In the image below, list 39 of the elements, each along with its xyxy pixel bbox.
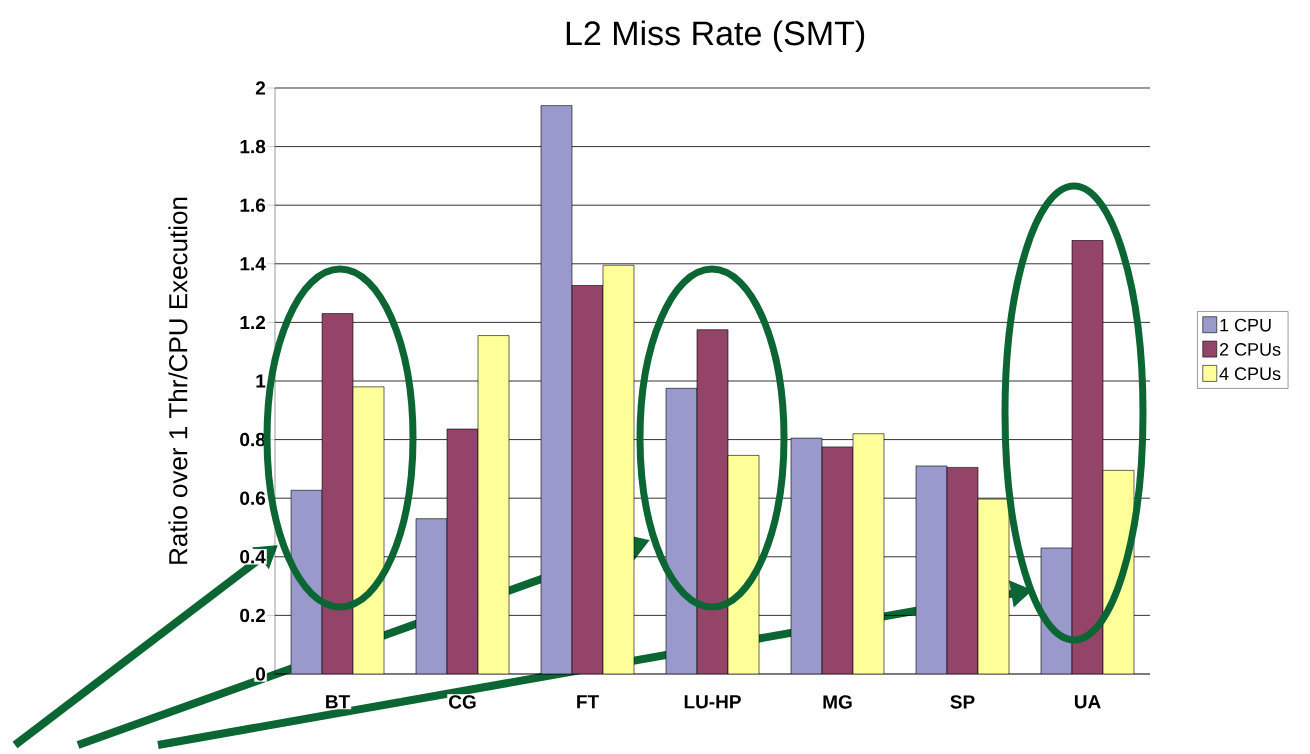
y-tick-label: 0.4 — [240, 550, 266, 564]
y-tick-label: 0.2 — [240, 608, 266, 623]
bar — [853, 433, 884, 674]
y-tick-label: 0.8 — [240, 432, 266, 447]
bar — [822, 446, 853, 674]
y-tick-label: 1.6 — [240, 198, 266, 212]
bar — [541, 105, 572, 674]
x-tick-label: BT — [326, 695, 350, 709]
x-tick-label: FT — [577, 695, 599, 709]
x-tick-label: UA — [1074, 695, 1101, 709]
y-tick-label: 1.4 — [240, 257, 266, 271]
bar — [791, 438, 822, 674]
bar — [322, 313, 354, 674]
bar — [353, 386, 384, 674]
bar — [572, 285, 604, 674]
y-tick-label: 0 — [255, 667, 266, 681]
y-tick-label: 0.6 — [240, 491, 266, 505]
x-tick-label: LU-HP — [684, 695, 741, 709]
y-axis-title: Ratio over 1 Thr/CPU Execution — [168, 197, 188, 564]
bar — [1071, 240, 1104, 674]
bar — [978, 499, 1009, 674]
y-tick-label: 1.8 — [240, 139, 266, 154]
y-tick-label: 1.2 — [240, 315, 266, 330]
bar — [697, 329, 729, 674]
bar — [447, 429, 479, 674]
bar — [603, 265, 634, 674]
legend-label: 4 CPUs — [1219, 367, 1281, 381]
bar — [416, 518, 447, 674]
chart-title: L2 Miss Rate (SMT) — [566, 20, 865, 53]
x-tick-label: SP — [950, 695, 975, 709]
y-tick-label: 2 — [255, 81, 266, 95]
bar — [916, 465, 947, 674]
legend-label: 1 CPU — [1220, 318, 1271, 332]
bar — [478, 335, 509, 674]
legend-label: 2 CPUs — [1219, 343, 1281, 356]
x-tick-label: MG — [823, 695, 852, 709]
x-tick-label: CG — [449, 695, 476, 709]
y-tick-label: 1 — [256, 374, 266, 388]
bar — [947, 467, 978, 674]
